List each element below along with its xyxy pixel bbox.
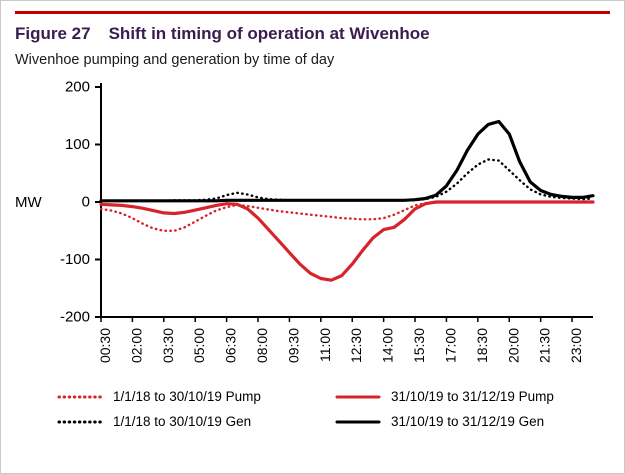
figure-title: Figure 27 Shift in timing of operation a… bbox=[15, 24, 610, 44]
y-tick-label: 200 bbox=[65, 79, 90, 96]
legend: 1/1/18 to 30/10/19 Pump 31/10/19 to 31/12… bbox=[15, 389, 610, 429]
x-tick-label: 23:00 bbox=[568, 328, 584, 363]
series-line-solid-black bbox=[99, 119, 595, 203]
x-tick-label: 11:00 bbox=[317, 328, 333, 362]
x-tick-label: 06:30 bbox=[223, 328, 239, 363]
x-tick-label: 18:30 bbox=[474, 328, 490, 363]
x-tick-label: 00:30 bbox=[97, 328, 113, 363]
x-tick-label: 15:30 bbox=[411, 328, 427, 363]
legend-label: 31/10/19 to 31/12/19 Gen bbox=[391, 414, 545, 429]
chart-area: MW 200 100 0 -100 -200 00:30 02:00 03:30 05:00 06… bbox=[15, 73, 610, 375]
legend-item: 31/10/19 to 31/12/19 Pump bbox=[335, 389, 610, 404]
x-tick-label: 21:30 bbox=[537, 328, 553, 363]
line-chart-svg: 200 100 0 -100 -200 00:30 02:00 03:30 05:00 06:30… bbox=[60, 79, 595, 363]
y-axis-title: MW bbox=[15, 193, 42, 211]
legend-label: 31/10/19 to 31/12/19 Pump bbox=[391, 389, 554, 404]
legend-label: 1/1/18 to 30/10/19 Gen bbox=[113, 414, 252, 429]
legend-label: 1/1/18 to 30/10/19 Pump bbox=[113, 389, 261, 404]
figure-title-text: Shift in timing of operation at Wivenhoe bbox=[108, 24, 430, 43]
figure-number: Figure 27 bbox=[15, 24, 91, 43]
y-tick-label: -200 bbox=[60, 309, 90, 326]
legend-item: 1/1/18 to 30/10/19 Gen bbox=[57, 414, 315, 429]
x-tick-label: 02:00 bbox=[128, 328, 144, 363]
y-tick-label: 0 bbox=[82, 194, 90, 211]
x-tick-label: 09:30 bbox=[285, 328, 301, 363]
x-tick-label: 08:00 bbox=[254, 328, 270, 363]
x-tick-label: 12:30 bbox=[348, 328, 364, 363]
x-tick-label: 03:30 bbox=[160, 328, 176, 363]
legend-dotted-line-icon bbox=[57, 395, 103, 398]
series-line-solid-red bbox=[99, 200, 595, 282]
x-tick-label: 05:00 bbox=[191, 328, 207, 363]
legend-item: 1/1/18 to 30/10/19 Pump bbox=[57, 389, 315, 404]
y-tick-label: 100 bbox=[65, 136, 90, 153]
x-tick-label: 17:00 bbox=[442, 328, 458, 363]
y-tick-label: -100 bbox=[60, 251, 90, 268]
legend-dotted-line-icon bbox=[57, 420, 103, 423]
top-accent-rule bbox=[15, 11, 610, 14]
series-line-dotted-black bbox=[99, 158, 595, 203]
legend-solid-line-icon bbox=[335, 395, 381, 398]
x-tick-label: 14:00 bbox=[380, 328, 396, 363]
legend-item: 31/10/19 to 31/12/19 Gen bbox=[335, 414, 610, 429]
x-tick-label: 20:00 bbox=[505, 328, 521, 363]
series-line-dotted-red bbox=[99, 200, 595, 233]
figure-subtitle: Wivenhoe pumping and generation by time … bbox=[15, 52, 335, 68]
legend-solid-line-icon bbox=[335, 420, 381, 423]
